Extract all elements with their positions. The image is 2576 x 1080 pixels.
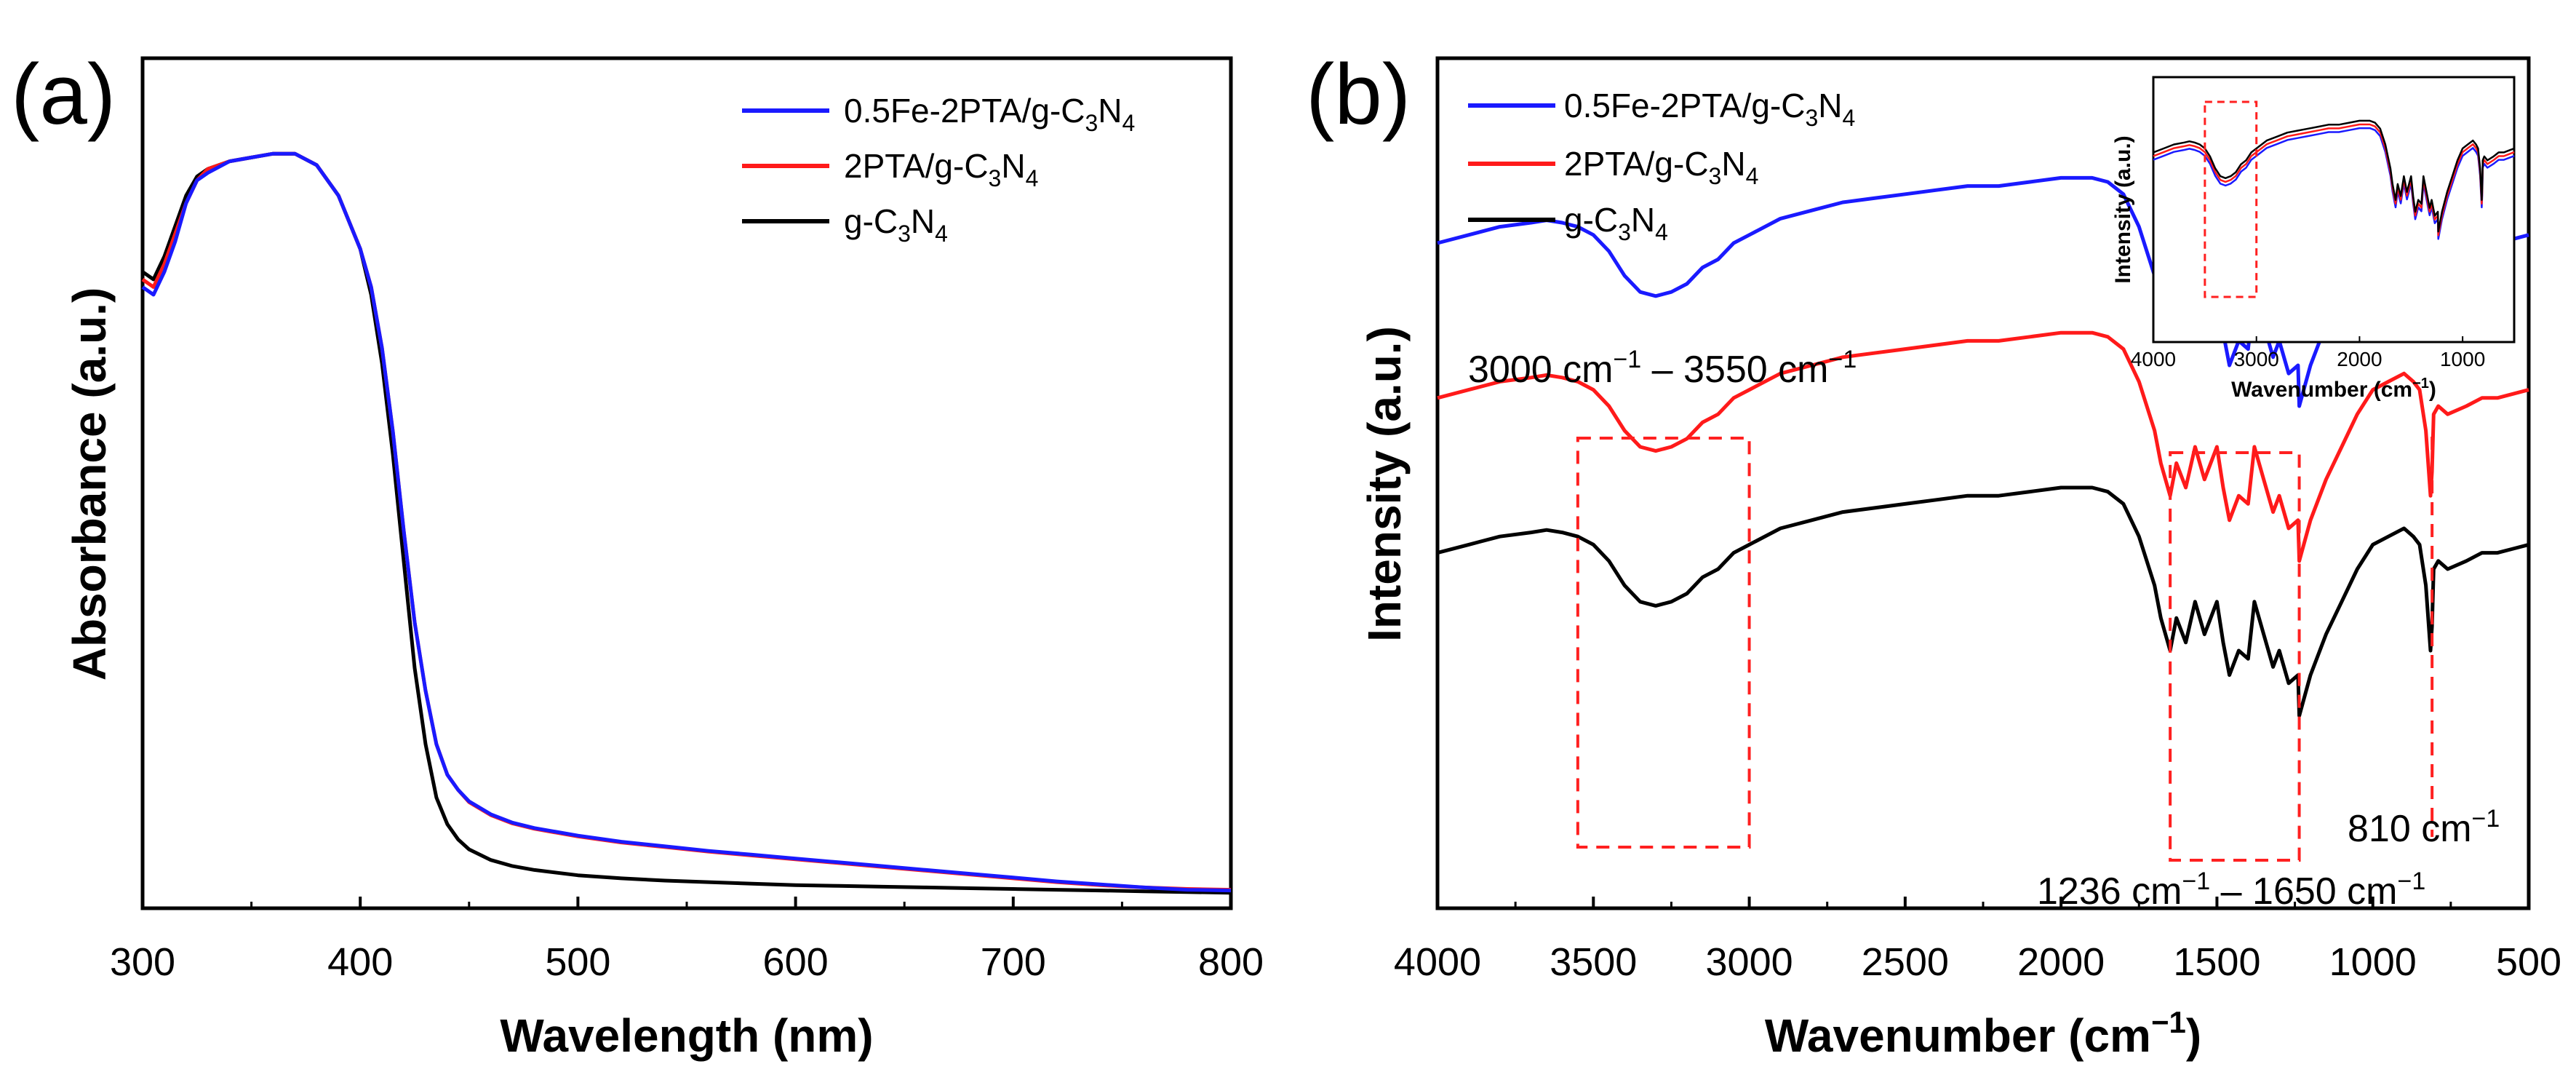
inset-region-box: [2204, 100, 2258, 298]
inset-frame: [2152, 76, 2516, 344]
panel-a-ylabel: Absorbance (a.u.): [63, 287, 116, 681]
tick-label-b-1000: 1000: [2329, 940, 2417, 984]
panel-a-label: (a): [11, 47, 116, 143]
panel-a-xticks: 300 400 500 600 700 800: [110, 897, 1264, 984]
tick-label-a-600: 600: [763, 940, 829, 984]
legend-b-label-pta: 2PTA/g-C3N4: [1564, 145, 1758, 189]
legend-a-label-pta: 2PTA/g-C3N4: [844, 147, 1038, 191]
panel-b: (b) 4000 3500 3000 2500 2000 1500 1000 500 Wave…: [1306, 47, 2561, 1062]
tick-label-b-3500: 3500: [1550, 940, 1637, 984]
panel-b-label: (b): [1306, 47, 1411, 143]
tick-label-a-500: 500: [545, 940, 610, 984]
legend-b-label-fe: 0.5Fe-2PTA/g-C3N4: [1564, 87, 1855, 131]
legend-a-label-g: g-C3N4: [844, 202, 948, 247]
inset-tick-label-2000: 2000: [2337, 348, 2382, 370]
panel-a: (a) 300 400 500 600 700 800 Wavelength (nm) A…: [11, 47, 1264, 1062]
tick-label-a-800: 800: [1198, 940, 1264, 984]
tick-label-b-1500: 1500: [2173, 940, 2260, 984]
legend-b-label-g: g-C3N4: [1564, 201, 1668, 245]
panel-a-frame: [140, 56, 1233, 910]
panel-b-xticks: 4000 3500 3000 2500 2000 1500 1000 500: [1394, 897, 2561, 984]
panel-a-legend: 0.5Fe-2PTA/g-C3N4 2PTA/g-C3N4 g-C3N4: [742, 92, 1135, 247]
tick-label-b-2500: 2500: [1862, 940, 1949, 984]
region-box-1236-1650: [2169, 451, 2301, 862]
series-line-a-2pta-g-c3n4: [141, 151, 1232, 892]
panel-b-ylabel: Intensity (a.u.): [1358, 326, 1411, 642]
panel-b-legend: 0.5Fe-2PTA/g-C3N4 2PTA/g-C3N4 g-C3N4: [1468, 87, 1855, 245]
annotation-peak: 810 cm−1: [2348, 805, 2500, 850]
tick-label-a-300: 300: [110, 940, 175, 984]
legend-a-label-fe: 0.5Fe-2PTA/g-C3N4: [844, 92, 1135, 136]
inset-lines: [2153, 100, 2515, 298]
tick-label-b-2000: 2000: [2017, 940, 2105, 984]
inset-line-g-c3n4: [2153, 119, 2515, 233]
inset-plot: 4000 3000 2000 1000 Wavenumber (cm−1) Inten…: [2111, 76, 2516, 402]
series-line-b-2pta-g-c3n4: [1437, 330, 2529, 563]
inset-ylabel: Intensity (a.u.): [2111, 135, 2135, 283]
series-line-b-g-c3n4: [1437, 485, 2529, 718]
series-line-a-0-5fe-2pta-g-c3n4: [141, 151, 1232, 893]
inset-tick-label-1000: 1000: [2440, 348, 2485, 370]
inset-tick-label-4000: 4000: [2131, 348, 2176, 370]
inset-xlabel: Wavenumber (cm−1): [2231, 376, 2436, 402]
panel-a-xlabel: Wavelength (nm): [500, 1009, 873, 1062]
inset-tick-label-3000: 3000: [2234, 348, 2279, 370]
tick-label-b-4000: 4000: [1394, 940, 1481, 984]
region-box-3000-3550: [1576, 437, 1751, 849]
tick-label-a-400: 400: [327, 940, 393, 984]
tick-label-a-700: 700: [981, 940, 1046, 984]
panel-b-region-boxes: [1576, 437, 2434, 862]
inset-xticks: 4000 3000 2000 1000: [2131, 336, 2485, 370]
annotation-region1: 3000 cm−1 – 3550 cm−1: [1468, 346, 1857, 391]
series-line-a-g-c3n4: [141, 151, 1232, 895]
tick-label-b-3000: 3000: [1706, 940, 1793, 984]
annotation-region2: 1236 cm−1 – 1650 cm−1: [2037, 867, 2425, 913]
panel-b-xlabel: Wavenumber (cm−1): [1765, 1005, 2201, 1062]
tick-label-b-500: 500: [2496, 940, 2561, 984]
panel-a-lines: [141, 151, 1232, 895]
